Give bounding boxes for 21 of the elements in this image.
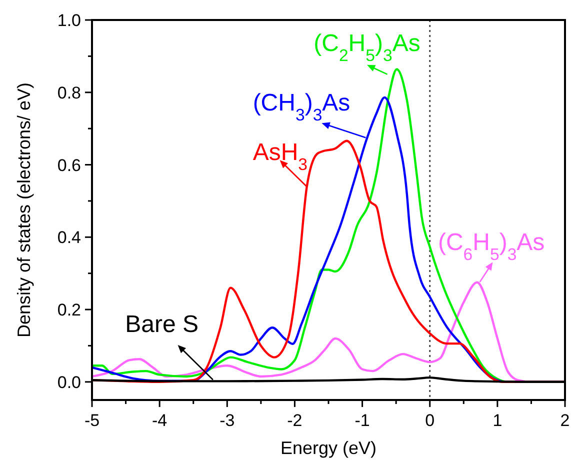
x-tick-label: -3 bbox=[220, 411, 235, 430]
y-tick-label: 0.6 bbox=[57, 156, 81, 175]
y-tick-label: 0.2 bbox=[57, 300, 81, 320]
x-tick-label: 2 bbox=[560, 411, 570, 430]
series-label: (C$_{2}$H$_{5}$)$_{3}$As bbox=[314, 30, 420, 64]
x-tick-label: -2 bbox=[287, 411, 302, 430]
y-tick-label: 0.0 bbox=[57, 372, 81, 392]
x-tick-label: -1 bbox=[354, 411, 370, 430]
y-tick-label: 0.4 bbox=[57, 228, 81, 248]
x-tick-label: 0 bbox=[425, 411, 435, 430]
series-label: (CH$_{3}$)$_{3}$As bbox=[252, 89, 350, 124]
y-tick-label: 0.8 bbox=[57, 83, 81, 102]
series-label: (C$_{6}$H$_{5}$)$_{3}$As bbox=[438, 228, 545, 264]
y-axis-title: Density of states (electrons/ eV) bbox=[14, 82, 34, 338]
x-axis-title: Energy (eV) bbox=[280, 438, 377, 458]
x-tick-label: 1 bbox=[492, 411, 502, 430]
x-tick-label: -5 bbox=[84, 411, 100, 430]
series-label: Bare S bbox=[125, 310, 198, 338]
series-label: AsH$_{3}$ bbox=[252, 139, 308, 174]
y-tick-label: 1.0 bbox=[57, 11, 81, 30]
x-tick-label: -4 bbox=[152, 411, 168, 430]
